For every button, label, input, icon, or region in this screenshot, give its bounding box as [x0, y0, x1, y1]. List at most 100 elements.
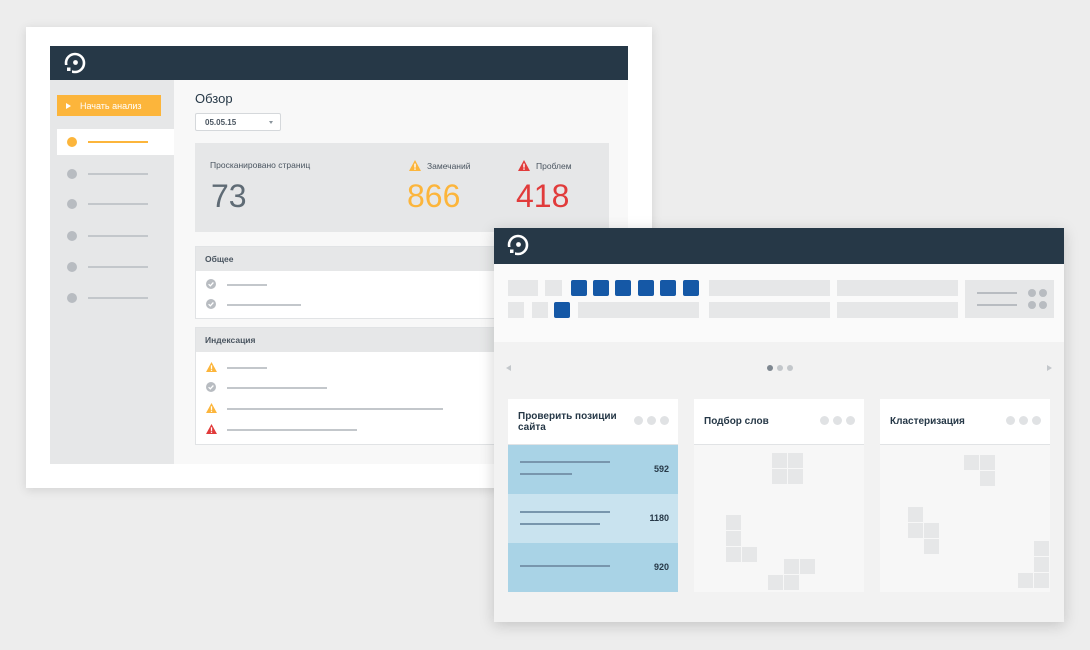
card-menu[interactable]	[820, 416, 855, 425]
carousel-prev-arrow-icon[interactable]	[506, 365, 511, 371]
placeholder-line	[88, 266, 148, 268]
list-item[interactable]: 592	[508, 445, 678, 494]
card-body: 592 1180 920	[508, 445, 678, 592]
sidebar-item[interactable]	[57, 191, 174, 217]
card-header: Кластеризация	[880, 399, 1050, 445]
tile	[1018, 573, 1033, 588]
tile	[768, 575, 783, 590]
sidebar-item[interactable]	[57, 254, 174, 280]
calendar-day-selected[interactable]	[615, 280, 631, 296]
placeholder-line	[227, 408, 443, 410]
dot-icon	[846, 416, 855, 425]
placeholder-line	[88, 235, 148, 237]
bullet-icon	[67, 137, 77, 147]
dot-icon	[1039, 301, 1047, 309]
placeholder-line	[227, 367, 267, 369]
card-menu[interactable]	[634, 416, 669, 425]
chevron-down-icon	[269, 121, 273, 124]
warnings-value: 866	[407, 178, 461, 214]
bullet-icon	[67, 231, 77, 241]
carousel-pager	[767, 365, 793, 371]
carousel-next-arrow-icon[interactable]	[1047, 365, 1052, 371]
toolbar-placeholder	[508, 302, 524, 318]
placeholder-line	[977, 304, 1017, 306]
card-header: Проверить позиции сайта	[508, 399, 678, 445]
keyword-selection-card[interactable]: Подбор слов	[694, 399, 864, 592]
date-select-value: 05.05.15	[205, 117, 237, 127]
calendar-day-selected[interactable]	[638, 280, 654, 296]
placeholder-line	[227, 284, 267, 286]
check-icon	[206, 279, 216, 289]
calendar-day-selected[interactable]	[683, 280, 699, 296]
card-illustration	[694, 445, 864, 592]
tile	[784, 575, 799, 590]
placeholder-line	[88, 297, 148, 299]
placeholder-line	[88, 173, 148, 175]
tile	[924, 539, 939, 554]
placeholder-line	[88, 203, 148, 205]
card-title: Кластеризация	[890, 416, 965, 427]
placeholder-line	[520, 461, 610, 463]
sidebar-item[interactable]	[57, 223, 174, 249]
tile	[726, 547, 741, 562]
overview-header-bar	[50, 46, 628, 80]
dot-icon	[1028, 289, 1036, 297]
card-menu[interactable]	[1006, 416, 1041, 425]
placeholder-line	[227, 304, 301, 306]
warnings-label-wrap: Замечаний	[409, 160, 471, 171]
sidebar-item[interactable]	[57, 161, 174, 187]
pager-dot[interactable]	[777, 365, 783, 371]
check-positions-card[interactable]: Проверить позиции сайта 592 1180 920	[508, 399, 678, 592]
sidebar-item[interactable]	[57, 285, 174, 311]
tile	[1034, 557, 1049, 572]
sidebar-item-active[interactable]	[57, 129, 174, 155]
tile	[772, 453, 787, 468]
app-logo-icon[interactable]	[64, 52, 86, 74]
dot-icon	[647, 416, 656, 425]
placeholder-line	[520, 473, 572, 475]
tile	[964, 455, 979, 470]
card-title: Проверить позиции сайта	[518, 411, 617, 433]
error-icon	[206, 424, 217, 434]
calendar-day-selected[interactable]	[571, 280, 587, 296]
tile	[772, 469, 787, 484]
calendar-day-selected[interactable]	[660, 280, 676, 296]
problems-value: 418	[516, 178, 570, 214]
start-analysis-button[interactable]: Начать анализ	[57, 95, 161, 116]
app-logo-icon[interactable]	[507, 234, 529, 256]
clustering-card[interactable]: Кластеризация	[880, 399, 1050, 592]
dot-icon	[1006, 416, 1015, 425]
tile	[908, 523, 923, 538]
tile	[788, 469, 803, 484]
toolbar-placeholder	[532, 302, 548, 318]
tools-window: Проверить позиции сайта 592 1180 920 Под…	[494, 228, 1064, 622]
bullet-icon	[67, 293, 77, 303]
pages-scanned-value: 73	[211, 178, 247, 214]
stats-summary: Просканировано страниц 73 Замечаний 866 …	[195, 143, 609, 232]
placeholder-line	[227, 429, 357, 431]
card-illustration	[880, 445, 1050, 592]
pager-dot[interactable]	[787, 365, 793, 371]
toolbar-summary-card[interactable]	[965, 280, 1054, 318]
bullet-icon	[67, 199, 77, 209]
play-icon	[66, 102, 71, 109]
tile	[1034, 541, 1049, 556]
list-item[interactable]: 920	[508, 543, 678, 592]
date-select[interactable]: 05.05.15	[195, 113, 281, 131]
list-item[interactable]: 1180	[508, 494, 678, 543]
pages-scanned-label: Просканировано страниц	[210, 160, 311, 170]
error-icon	[518, 160, 530, 171]
toolbar-placeholder	[837, 302, 958, 318]
tile	[742, 547, 757, 562]
tile	[980, 455, 995, 470]
pager-dot-active[interactable]	[767, 365, 773, 371]
bullet-icon	[67, 169, 77, 179]
placeholder-line	[520, 565, 610, 567]
placeholder-line	[520, 511, 610, 513]
calendar-day-selected[interactable]	[554, 302, 570, 318]
calendar-day-selected[interactable]	[593, 280, 609, 296]
tile	[1034, 573, 1049, 588]
dot-icon	[1028, 301, 1036, 309]
tile	[784, 559, 799, 574]
toolbar-placeholder	[578, 302, 699, 318]
